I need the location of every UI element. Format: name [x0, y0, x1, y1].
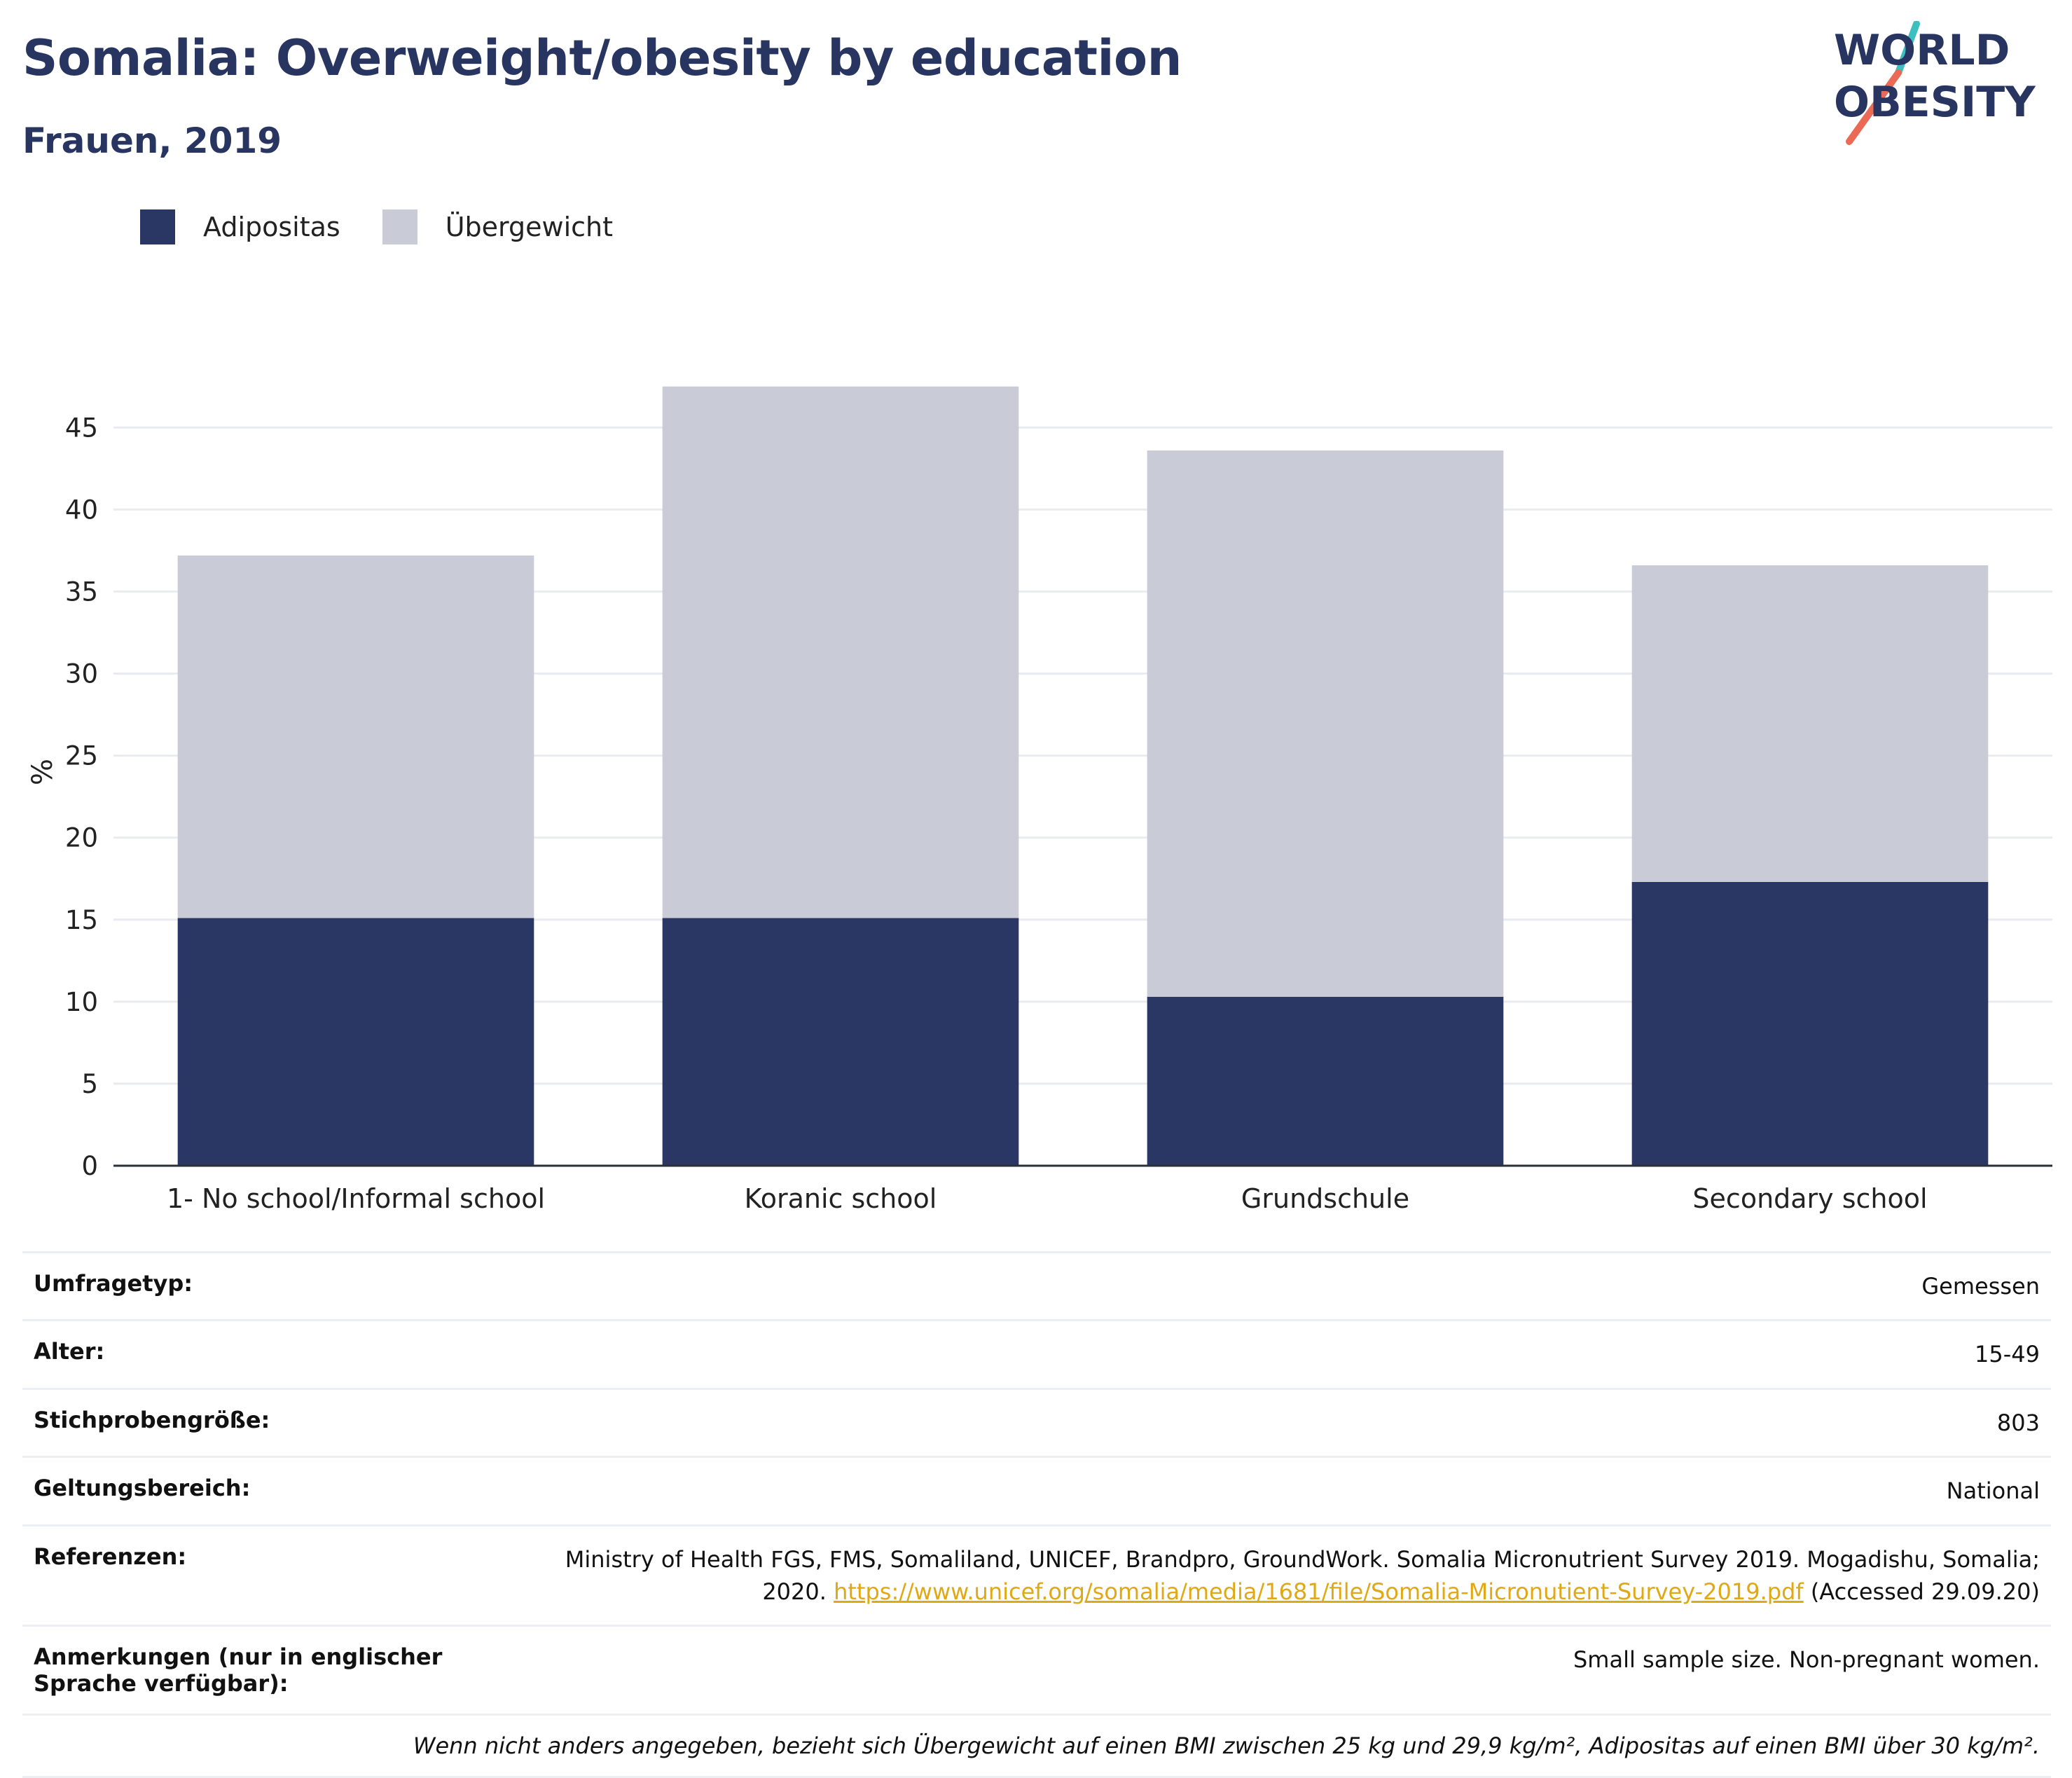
info-row: Geltungsbereich: National: [22, 1456, 2051, 1526]
info-key: Umfragetyp:: [22, 1250, 549, 1321]
logo-line2: OBESITY: [1834, 78, 2036, 127]
chart-legend: Adipositas Übergewicht: [140, 207, 655, 247]
info-row-footnote: Wenn nicht anders angegeben, bezieht sic…: [22, 1714, 2051, 1778]
info-row: Stichprobengröße: 803: [22, 1387, 2051, 1457]
y-tick-label: 20: [65, 823, 98, 853]
info-value: National: [549, 1456, 2051, 1526]
survey-info-table: Umfragetyp: Gemessen Alter: 15-49 Stichp…: [22, 1250, 2051, 1778]
references-text-line2-prefix: 2020.: [762, 1578, 827, 1605]
bar--bergewicht: [662, 386, 1019, 918]
references-value: Ministry of Health FGS, FMS, Somaliland,…: [549, 1524, 2051, 1626]
world-obesity-logo: WORLD OBESITY: [1834, 21, 2036, 145]
info-row: Umfragetyp: Gemessen: [22, 1250, 2051, 1321]
notes-key: Anmerkungen (nur in englischer Sprache v…: [22, 1625, 549, 1715]
references-accessed: (Accessed 29.09.20): [1810, 1578, 2040, 1605]
info-value: 15-49: [549, 1319, 2051, 1389]
y-tick-label: 40: [65, 495, 98, 525]
info-key: Geltungsbereich:: [22, 1456, 549, 1526]
y-tick-label: 45: [65, 413, 98, 443]
y-tick-label: 30: [65, 659, 98, 689]
y-tick-label: 10: [65, 987, 98, 1017]
info-value: Gemessen: [549, 1250, 2051, 1321]
y-tick-label: 25: [65, 741, 98, 771]
legend-label-adipositas: Adipositas: [203, 212, 340, 242]
y-tick-label: 15: [65, 905, 98, 935]
y-tick-label: 35: [65, 577, 98, 607]
info-key: Stichprobengröße:: [22, 1387, 549, 1457]
x-tick-label: Koranic school: [745, 1183, 937, 1214]
info-row-references: Referenzen: Ministry of Health FGS, FMS,…: [22, 1524, 2051, 1626]
bar--bergewicht: [177, 555, 534, 918]
x-tick-label: Secondary school: [1692, 1183, 1927, 1214]
bar--bergewicht: [1631, 565, 1989, 882]
info-row: Alter: 15-49: [22, 1319, 2051, 1389]
chart-subtitle: Frauen, 2019: [22, 120, 282, 161]
references-link[interactable]: https://www.unicef.org/somalia/media/168…: [834, 1578, 1804, 1605]
bar-adipositas: [1147, 996, 1504, 1166]
info-key: Alter:: [22, 1319, 549, 1389]
logo-slash-teal: [1895, 21, 1920, 76]
x-tick-label: Grundschule: [1241, 1183, 1409, 1214]
stacked-bar-chart: 0 5 10 15 20 25 30 35 40 45% 1- No school/Informal…: [27, 386, 2052, 1214]
legend-swatch-uebergewicht: [382, 209, 417, 244]
bar--bergewicht: [1147, 450, 1504, 997]
bar-adipositas: [662, 918, 1019, 1166]
chart-title: Somalia: Overweight/obesity by education: [22, 29, 1182, 87]
x-tick-label: 1- No school/Informal school: [167, 1183, 545, 1214]
bar-adipositas: [1631, 881, 1989, 1166]
legend-item-adipositas[interactable]: Adipositas: [140, 209, 340, 244]
logo-slash-coral: [1846, 69, 1902, 145]
references-key: Referenzen:: [22, 1524, 549, 1626]
legend-item-uebergewicht[interactable]: Übergewicht: [382, 209, 613, 244]
y-tick-label: 5: [81, 1069, 98, 1099]
notes-value: Small sample size. Non-pregnant women.: [549, 1625, 2051, 1715]
legend-swatch-adipositas: [140, 209, 175, 244]
bar-adipositas: [177, 918, 534, 1166]
references-text-line1: Ministry of Health FGS, FMS, Somaliland,…: [565, 1545, 2040, 1573]
y-axis-label: %: [27, 759, 59, 785]
bmi-footnote: Wenn nicht anders angegeben, bezieht sic…: [22, 1714, 2051, 1778]
logo-line1: WORLD: [1834, 26, 2010, 75]
info-row-notes: Anmerkungen (nur in englischer Sprache v…: [22, 1625, 2051, 1715]
y-tick-label: 0: [81, 1151, 98, 1181]
info-value: 803: [549, 1387, 2051, 1457]
legend-label-uebergewicht: Übergewicht: [445, 212, 613, 242]
